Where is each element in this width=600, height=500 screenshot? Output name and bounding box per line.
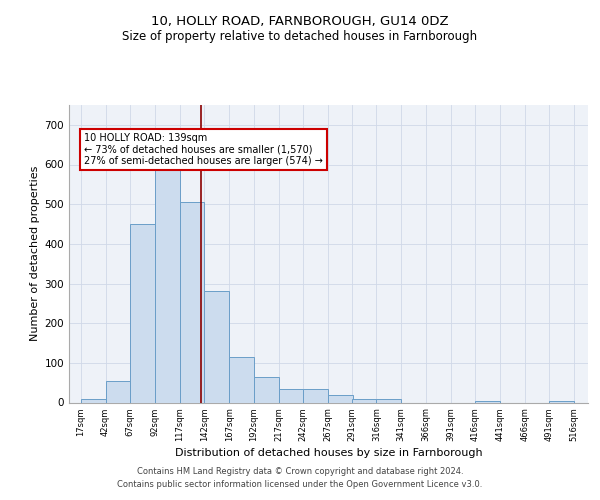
- Bar: [229, 357, 254, 403]
- Bar: [155, 152, 180, 402]
- Bar: [254, 376, 278, 402]
- Bar: [328, 396, 353, 402]
- Bar: [180, 202, 205, 402]
- Bar: [352, 398, 376, 402]
- Bar: [106, 380, 130, 402]
- Bar: [550, 400, 574, 402]
- Text: Size of property relative to detached houses in Farnborough: Size of property relative to detached ho…: [122, 30, 478, 43]
- Bar: [475, 400, 500, 402]
- Bar: [376, 400, 401, 402]
- Text: Contains HM Land Registry data © Crown copyright and database right 2024.: Contains HM Land Registry data © Crown c…: [137, 467, 463, 476]
- Text: 10, HOLLY ROAD, FARNBOROUGH, GU14 0DZ: 10, HOLLY ROAD, FARNBOROUGH, GU14 0DZ: [151, 15, 449, 28]
- Bar: [278, 388, 303, 402]
- Bar: [303, 388, 328, 402]
- X-axis label: Distribution of detached houses by size in Farnborough: Distribution of detached houses by size …: [175, 448, 482, 458]
- Bar: [81, 398, 106, 402]
- Text: 10 HOLLY ROAD: 139sqm
← 73% of detached houses are smaller (1,570)
27% of semi-d: 10 HOLLY ROAD: 139sqm ← 73% of detached …: [84, 133, 323, 166]
- Bar: [205, 292, 229, 403]
- Text: Contains public sector information licensed under the Open Government Licence v3: Contains public sector information licen…: [118, 480, 482, 489]
- Y-axis label: Number of detached properties: Number of detached properties: [31, 166, 40, 342]
- Bar: [130, 224, 155, 402]
